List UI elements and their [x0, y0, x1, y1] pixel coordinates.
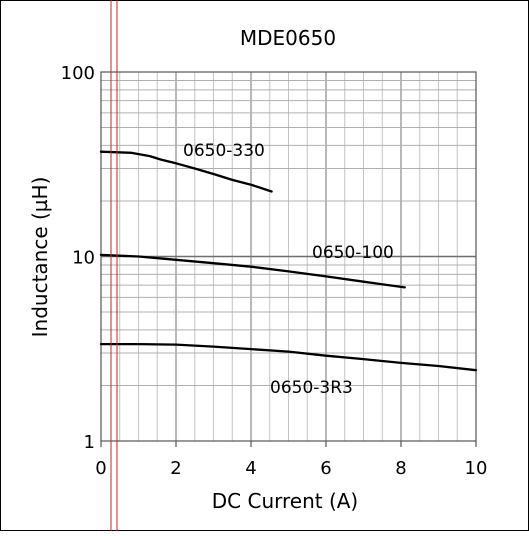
tick-labels: 0 2 4 6 8 10 1 10 100 [61, 63, 488, 479]
series-line-0650-100 [99, 253, 406, 289]
y-tick-label: 100 [61, 63, 95, 84]
x-tick-label: 2 [170, 458, 181, 479]
series-layer [99, 150, 478, 372]
x-tick-label: 10 [465, 458, 488, 479]
x-tick-label: 6 [320, 458, 331, 479]
x-axis-label: DC Current (A) [212, 489, 358, 513]
y-tick-label: 1 [84, 432, 95, 453]
annotation-0650-330: 0650-330 [183, 141, 265, 161]
y-axis-label: Inductance (µH) [28, 177, 52, 338]
annotation-0650-100: 0650-100 [312, 243, 394, 263]
x-tick-label: 8 [395, 458, 406, 479]
annotation-0650-3R3: 0650-3R3 [270, 378, 353, 398]
series-line-0650-3R3 [99, 342, 478, 372]
chart-title: MDE0650 [240, 26, 336, 50]
y-tick-label: 10 [72, 248, 95, 269]
plot-frame [100, 71, 477, 442]
x-tick-label: 4 [245, 458, 256, 479]
grid [101, 72, 476, 441]
series-line-0650-330 [99, 150, 273, 193]
x-tick-label: 0 [95, 458, 106, 479]
